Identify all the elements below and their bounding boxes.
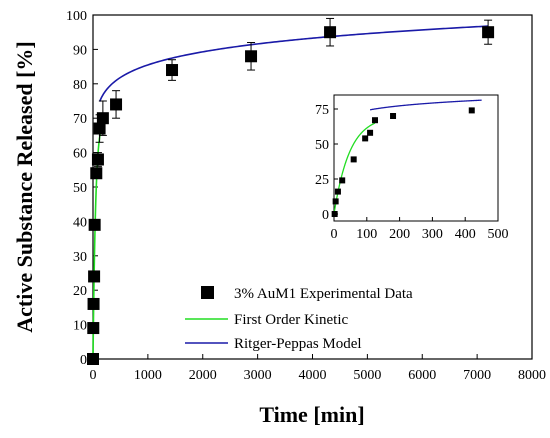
inset-data-point <box>331 211 338 217</box>
main-data-point <box>88 270 101 283</box>
main-y-tick-label: 40 <box>73 215 87 230</box>
inset-x-tick-label: 400 <box>455 227 476 242</box>
inset-y-tick-label: 75 <box>315 103 329 118</box>
main-data-point <box>96 112 109 125</box>
inset-data-point <box>362 135 369 142</box>
main-data-point <box>87 322 100 335</box>
legend: 3% AuM1 Experimental Data First Order Ki… <box>185 286 413 352</box>
inset-data-point <box>350 156 357 163</box>
inset-ritger-peppas-curve <box>369 99 482 111</box>
inset-x-tick-label: 100 <box>356 227 377 242</box>
inset-y-tick-label: 50 <box>315 138 329 153</box>
main-x-tick-label: 4000 <box>299 368 327 383</box>
main-data-point <box>91 153 104 166</box>
main-data-point <box>87 297 100 310</box>
main-y-tick-label: 20 <box>73 284 87 299</box>
inset-x-tick-label: 300 <box>422 227 443 242</box>
x-axis-title: Time [min] <box>259 402 364 427</box>
main-y-tick-label: 100 <box>66 9 87 24</box>
main-x-tick-label: 2000 <box>189 368 217 383</box>
inset-x-tick-label: 0 <box>331 227 338 242</box>
main-x-tick-label: 1000 <box>134 368 162 383</box>
main-y-tick-label: 90 <box>73 43 87 58</box>
main-y-tick-label: 80 <box>73 78 87 93</box>
main-data-point <box>166 64 179 77</box>
main-y-tick-label: 70 <box>73 112 87 127</box>
legend-label-ritger-peppas: Ritger-Peppas Model <box>234 336 362 352</box>
inset-x-tick-label: 200 <box>389 227 410 242</box>
inset-data-point <box>372 117 378 124</box>
inset-data-point <box>367 129 374 136</box>
main-data-point <box>324 26 337 39</box>
main-y-tick-label: 30 <box>73 250 87 265</box>
inset-data-point <box>334 188 341 195</box>
inset-y-tick-label: 0 <box>322 208 329 223</box>
main-y-tick-label: 50 <box>73 181 87 196</box>
inset-plot: 0 100 200 300 400 500 0 25 50 75 <box>315 94 509 242</box>
y-axis-title: Active Substance Released [%] <box>12 41 37 332</box>
main-data-point <box>87 353 99 365</box>
main-data-point <box>110 98 123 111</box>
main-y-tick-label: 0 <box>80 353 87 368</box>
legend-label-experimental: 3% AuM1 Experimental Data <box>234 286 413 302</box>
main-data-point <box>482 26 495 39</box>
main-x-tick-label: 5000 <box>353 368 381 383</box>
main-data-point <box>88 218 101 231</box>
legend-label-first-order: First Order Kinetic <box>234 312 348 328</box>
inset-data-point <box>468 107 475 114</box>
main-x-tick-label: 3000 <box>244 368 272 383</box>
main-ritger-peppas-curve <box>98 25 489 102</box>
main-data-point <box>90 167 103 180</box>
main-y-tick-label: 10 <box>73 319 87 334</box>
main-data-point <box>245 50 258 63</box>
inset-data-point <box>332 198 339 205</box>
main-x-tick-label: 7000 <box>463 368 491 383</box>
inset-frame <box>333 94 499 222</box>
inset-data-point <box>339 177 346 184</box>
inset-x-tick-label: 500 <box>488 227 509 242</box>
legend-marker-experimental <box>201 286 214 299</box>
main-y-tick-label: 60 <box>73 147 87 162</box>
main-x-tick-label: 6000 <box>408 368 436 383</box>
main-data-point <box>93 122 106 135</box>
main-x-tick-label: 0 <box>90 368 97 383</box>
main-x-tick-label: 8000 <box>518 368 546 383</box>
inset-y-tick-label: 25 <box>315 173 329 188</box>
inset-data-point <box>390 113 397 119</box>
